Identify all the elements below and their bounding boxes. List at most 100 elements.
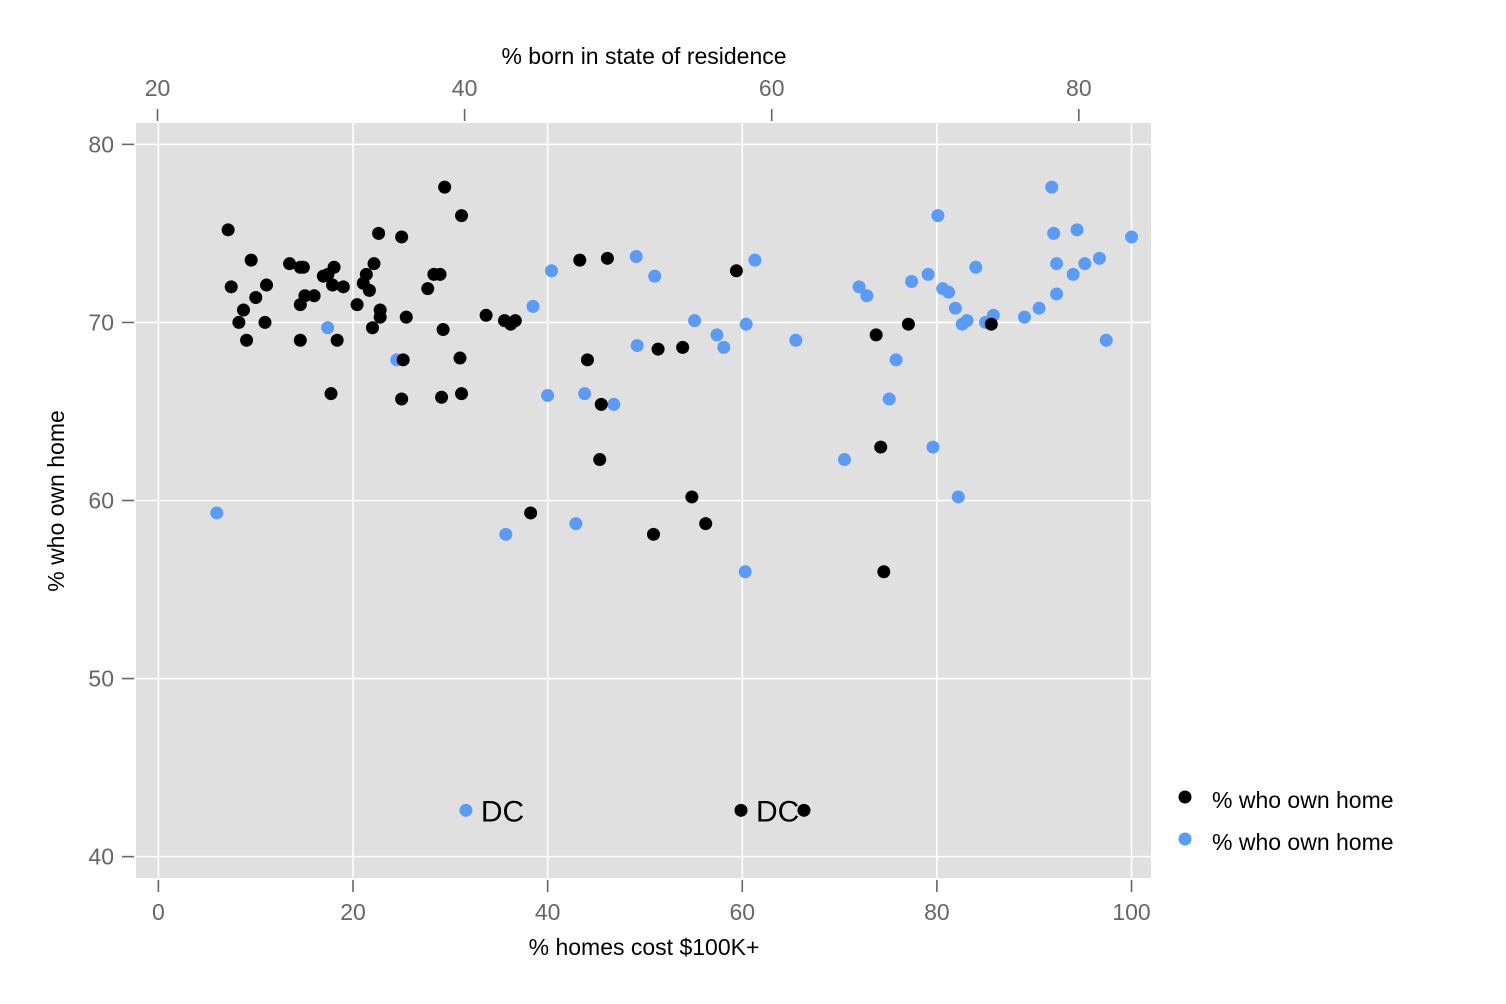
point-blue-7 <box>541 388 555 402</box>
point-black-60 <box>901 317 915 331</box>
point-black-26 <box>396 353 410 367</box>
point-black-0 <box>734 803 748 817</box>
point-black-36 <box>307 289 321 303</box>
point-blue-12 <box>630 339 644 353</box>
point-black-67 <box>326 278 340 292</box>
point-black-45 <box>395 230 409 244</box>
point-blue-36 <box>969 260 983 274</box>
x-tick-label-100: 100 <box>1112 899 1150 925</box>
point-blue-45 <box>1066 267 1080 281</box>
point-black-27 <box>244 253 258 267</box>
point-blue-17 <box>738 565 752 579</box>
point-blue-15 <box>710 328 724 342</box>
point-black-41 <box>293 333 307 347</box>
point-blue-29 <box>931 209 945 223</box>
y-tick-label-60: 60 <box>88 488 114 514</box>
y-axis-title: % who own home <box>43 410 69 592</box>
point-black-31 <box>221 223 235 237</box>
point-black-61 <box>433 267 447 281</box>
point-black-2 <box>365 321 379 335</box>
point-blue-20 <box>789 333 803 347</box>
point-blue-26 <box>905 274 919 288</box>
x-tick-label-20: 20 <box>340 899 366 925</box>
point-blue-23 <box>860 289 874 303</box>
point-blue-21 <box>837 453 851 467</box>
legend-marker-black <box>1178 790 1192 804</box>
point-blue-10 <box>545 264 559 278</box>
point-black-52 <box>580 353 594 367</box>
point-black-8 <box>877 565 891 579</box>
point-blue-13 <box>648 269 662 283</box>
point-black-59 <box>874 440 888 454</box>
top-tick-label-20: 20 <box>145 75 171 101</box>
point-blue-8 <box>578 387 592 401</box>
x-axis-title: % homes cost $100K+ <box>529 934 760 960</box>
top-tick-label-60: 60 <box>759 75 785 101</box>
point-black-19 <box>729 264 743 278</box>
point-black-11 <box>573 253 587 267</box>
point-black-44 <box>438 180 452 194</box>
point-black-56 <box>327 260 341 274</box>
point-black-14 <box>240 333 254 347</box>
legend-label-blue: % who own home <box>1212 829 1394 855</box>
point-black-64 <box>399 310 413 324</box>
point-blue-40 <box>1032 301 1046 315</box>
data-points <box>210 180 1139 817</box>
point-black-5 <box>984 317 998 331</box>
point-blue-28 <box>926 440 940 454</box>
x-tick-label-80: 80 <box>924 899 950 925</box>
x-tick-label-60: 60 <box>729 899 755 925</box>
annotation-label-0: DC <box>481 795 524 828</box>
point-black-13 <box>324 387 338 401</box>
point-black-65 <box>869 328 883 342</box>
point-blue-50 <box>1125 230 1139 244</box>
x-tick-label-0: 0 <box>152 899 165 925</box>
point-black-55 <box>224 280 238 294</box>
y-tick-label-80: 80 <box>88 131 114 157</box>
point-blue-0 <box>459 803 473 817</box>
point-black-6 <box>232 315 246 329</box>
point-black-62 <box>797 803 811 817</box>
annotations: DC DC <box>481 795 799 828</box>
point-black-20 <box>651 342 665 356</box>
point-blue-9 <box>607 397 621 411</box>
point-black-42 <box>421 282 435 296</box>
point-black-49 <box>249 291 263 305</box>
point-blue-41 <box>1045 180 1059 194</box>
point-blue-18 <box>748 253 762 267</box>
point-black-21 <box>283 257 297 271</box>
point-blue-6 <box>526 299 540 313</box>
point-blue-27 <box>921 267 935 281</box>
x-tick-label-40: 40 <box>535 899 561 925</box>
point-black-1 <box>676 340 690 354</box>
point-black-47 <box>330 333 344 347</box>
legend-marker-blue <box>1178 832 1192 846</box>
point-blue-46 <box>1070 223 1084 237</box>
point-blue-42 <box>1047 226 1061 240</box>
legend-label-black: % who own home <box>1212 787 1394 813</box>
point-blue-22 <box>852 280 866 294</box>
point-black-53 <box>336 280 350 294</box>
point-blue-5 <box>569 517 583 531</box>
point-black-29 <box>436 323 450 337</box>
point-blue-48 <box>1092 251 1106 265</box>
point-black-40 <box>395 392 409 406</box>
point-black-39 <box>350 298 364 312</box>
point-black-22 <box>293 260 307 274</box>
point-black-12 <box>600 251 614 265</box>
point-blue-4 <box>499 527 513 541</box>
point-black-3 <box>455 209 469 223</box>
point-blue-35 <box>960 314 974 328</box>
point-blue-14 <box>688 314 702 328</box>
point-black-10 <box>524 506 538 520</box>
point-black-58 <box>593 453 607 467</box>
point-blue-32 <box>948 301 962 315</box>
point-black-57 <box>373 310 387 324</box>
legend: % who own home % who own home <box>1178 787 1394 855</box>
point-blue-47 <box>1078 257 1092 271</box>
point-black-9 <box>685 490 699 504</box>
point-black-38 <box>594 397 608 411</box>
point-black-51 <box>356 276 370 290</box>
point-black-66 <box>258 315 272 329</box>
